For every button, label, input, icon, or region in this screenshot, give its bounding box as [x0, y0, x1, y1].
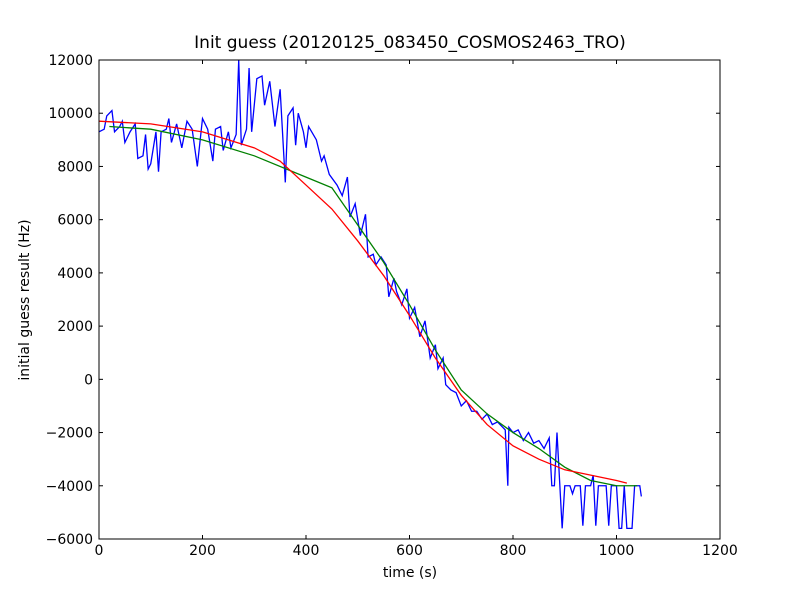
y-tick-label: 4000: [57, 266, 93, 282]
y-tick-label: −2000: [46, 426, 93, 442]
x-tick-label: 600: [396, 543, 423, 559]
chart-title: Init guess (20120125_083450_COSMOS2463_T…: [194, 33, 626, 53]
x-tick-label: 1200: [702, 543, 738, 559]
x-tick-label: 1000: [599, 543, 635, 559]
x-tick-label: 800: [500, 543, 527, 559]
x-axis-label: time (s): [383, 565, 437, 581]
y-axis-label: initial guess result (Hz): [17, 219, 33, 380]
x-tick-label: 0: [95, 543, 104, 559]
y-tick-label: 10000: [48, 106, 93, 122]
plot-area: [98, 59, 642, 530]
y-tick-label: −4000: [46, 479, 93, 495]
y-tick-label: 12000: [48, 53, 93, 69]
x-tick-label: 400: [293, 543, 320, 559]
y-tick-label: 2000: [57, 319, 93, 335]
y-tick-label: 6000: [57, 213, 93, 229]
y-tick-label: 0: [84, 372, 93, 388]
data-line: [98, 59, 642, 530]
y-tick-label: 8000: [57, 159, 93, 175]
x-tick-label: 200: [189, 543, 216, 559]
data-line: [109, 125, 638, 487]
data-line: [98, 120, 628, 484]
y-tick-label: −6000: [46, 532, 93, 548]
